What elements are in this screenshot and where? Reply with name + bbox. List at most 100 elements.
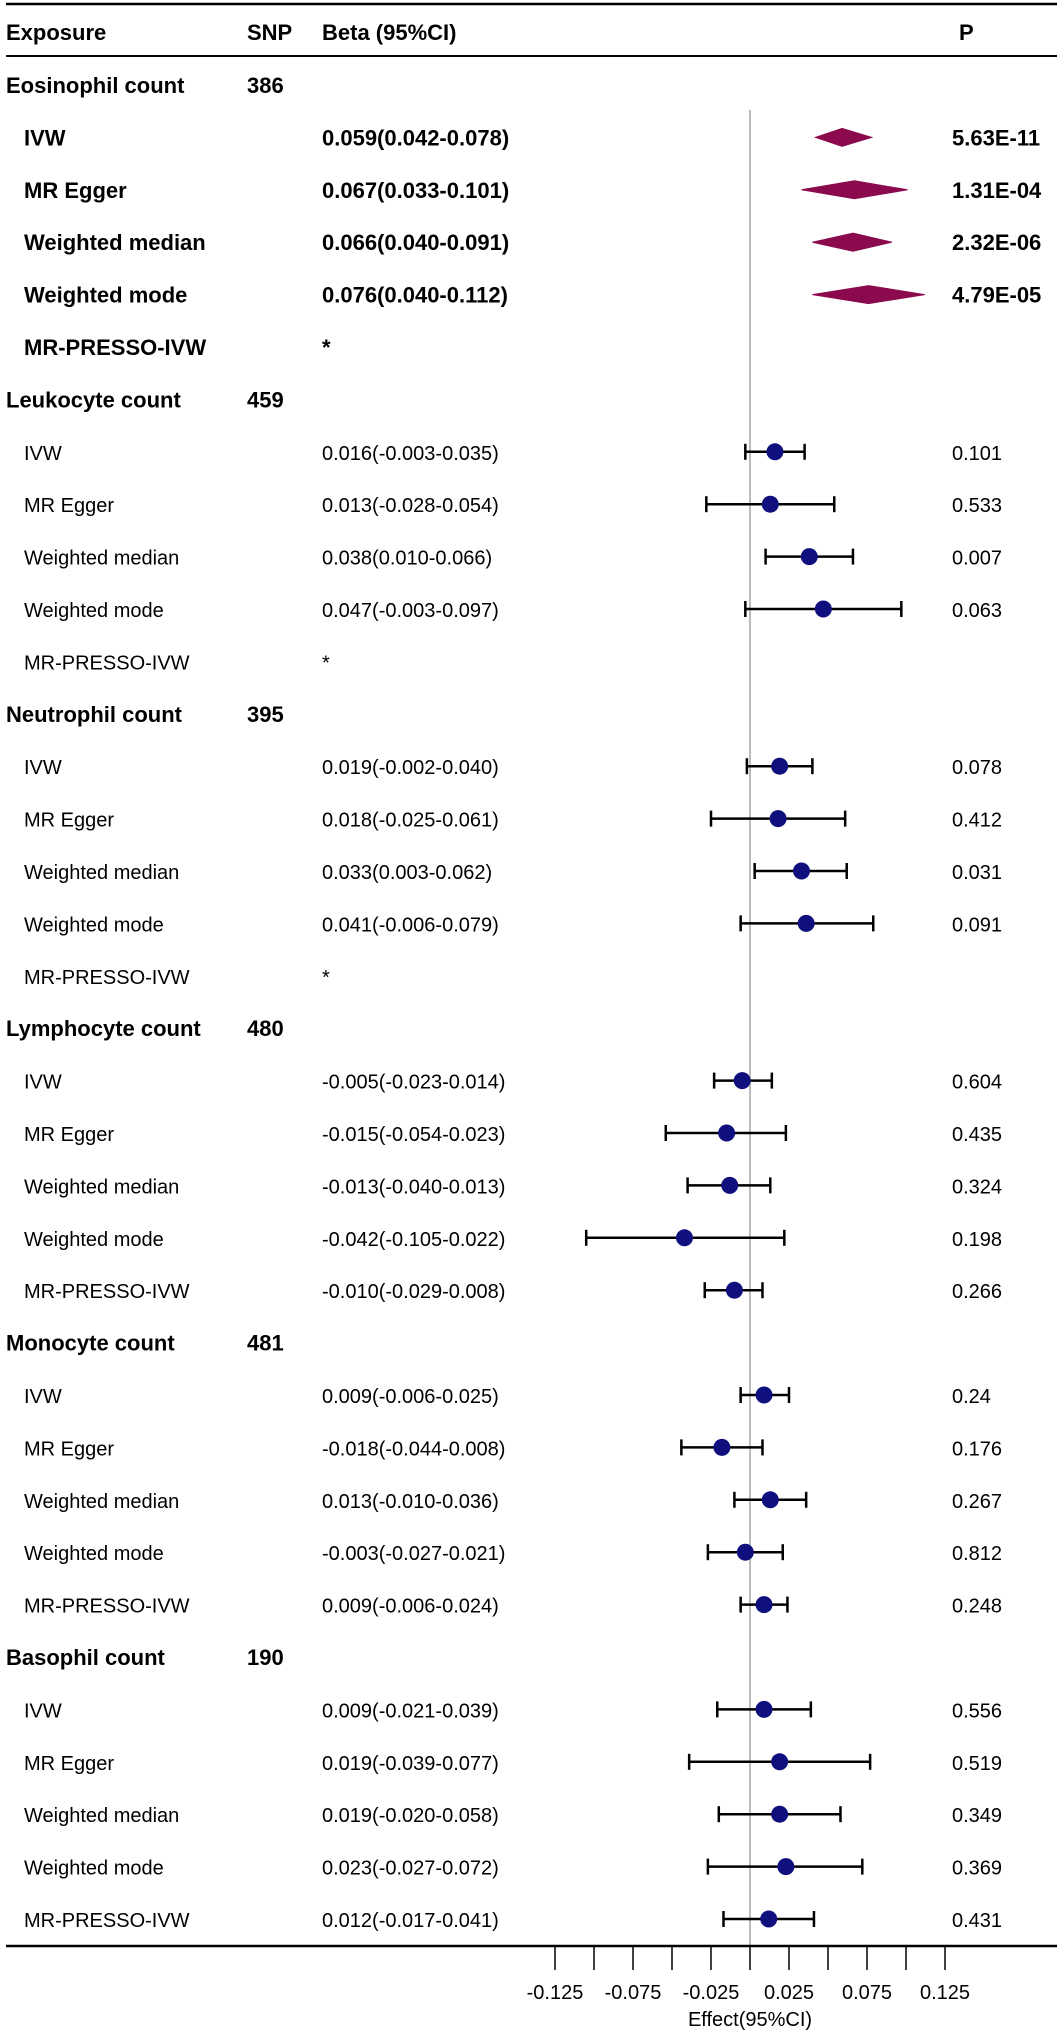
estimate-point bbox=[771, 1805, 789, 1823]
p-value-label: 0.435 bbox=[952, 1124, 1002, 1146]
beta-ci-label: 0.038(0.010-0.066) bbox=[322, 548, 492, 570]
method-label: Weighted median bbox=[24, 548, 179, 570]
estimate-point bbox=[736, 1543, 754, 1561]
method-label: Weighted median bbox=[24, 862, 179, 884]
p-value-label: 0.091 bbox=[952, 914, 1002, 936]
method-label: MR Egger bbox=[24, 1753, 114, 1775]
group-snp: 190 bbox=[247, 1645, 284, 1670]
beta-ci-label: 0.013(-0.010-0.036) bbox=[322, 1491, 499, 1513]
estimate-point bbox=[675, 1229, 693, 1247]
method-label: Weighted mode bbox=[24, 1229, 164, 1251]
p-value-label: 0.176 bbox=[952, 1438, 1002, 1460]
beta-ci-label: 0.013(-0.028-0.054) bbox=[322, 495, 499, 517]
header-beta: Beta (95%CI) bbox=[322, 20, 456, 45]
method-label: Weighted median bbox=[24, 1805, 179, 1827]
method-label: Weighted mode bbox=[24, 1543, 164, 1565]
p-value-label: 0.063 bbox=[952, 600, 1002, 622]
estimate-point bbox=[771, 1753, 789, 1771]
x-tick-label: -0.025 bbox=[683, 1982, 740, 2004]
estimate-point bbox=[721, 1176, 739, 1194]
beta-ci-label: -0.015(-0.054-0.023) bbox=[322, 1124, 505, 1146]
beta-ci-label: 0.023(-0.027-0.072) bbox=[322, 1858, 499, 1880]
estimate-point bbox=[733, 1072, 751, 1090]
method-label: MR-PRESSO-IVW bbox=[24, 1281, 190, 1303]
p-value-label: 0.604 bbox=[952, 1072, 1002, 1094]
beta-ci-label: * bbox=[322, 967, 330, 989]
method-label: MR-PRESSO-IVW bbox=[24, 1910, 190, 1932]
method-label: Weighted median bbox=[24, 1491, 179, 1513]
p-value-label: 0.431 bbox=[952, 1910, 1002, 1932]
p-value-label: 4.79E-05 bbox=[952, 283, 1041, 308]
p-value-label: 0.007 bbox=[952, 548, 1002, 570]
p-value-label: 0.24 bbox=[952, 1386, 991, 1408]
p-value-label: 0.812 bbox=[952, 1543, 1002, 1565]
beta-ci-label: 0.019(-0.020-0.058) bbox=[322, 1805, 499, 1827]
beta-ci-label: 0.019(-0.039-0.077) bbox=[322, 1753, 499, 1775]
x-tick-label: 0.075 bbox=[842, 1982, 892, 2004]
method-label: MR Egger bbox=[24, 495, 114, 517]
estimate-point bbox=[761, 1491, 779, 1509]
beta-ci-label: 0.076(0.040-0.112) bbox=[322, 283, 508, 308]
p-value-label: 1.31E-04 bbox=[952, 178, 1042, 203]
estimate-point bbox=[769, 810, 787, 828]
p-value-label: 0.248 bbox=[952, 1596, 1002, 1618]
group-snp: 481 bbox=[247, 1331, 284, 1356]
estimate-point bbox=[766, 443, 784, 461]
estimate-point bbox=[760, 1910, 778, 1928]
method-label: IVW bbox=[24, 125, 66, 150]
x-tick-label: -0.125 bbox=[527, 1982, 584, 2004]
estimate-point bbox=[761, 495, 779, 513]
group-snp: 459 bbox=[247, 387, 284, 412]
beta-ci-label: * bbox=[322, 652, 330, 674]
p-value-label: 2.32E-06 bbox=[952, 230, 1041, 255]
p-value-label: 0.078 bbox=[952, 757, 1002, 779]
p-value-label: 0.556 bbox=[952, 1700, 1002, 1722]
beta-ci-label: -0.018(-0.044-0.008) bbox=[322, 1438, 505, 1460]
estimate-diamond bbox=[812, 232, 893, 252]
header-snp: SNP bbox=[247, 20, 292, 45]
p-value-label: 0.266 bbox=[952, 1281, 1002, 1303]
method-label: MR Egger bbox=[24, 178, 127, 203]
estimate-point bbox=[755, 1700, 773, 1718]
beta-ci-label: -0.042(-0.105-0.022) bbox=[322, 1229, 505, 1251]
beta-ci-label: 0.009(-0.021-0.039) bbox=[322, 1700, 499, 1722]
p-value-label: 0.533 bbox=[952, 495, 1002, 517]
method-label: Weighted mode bbox=[24, 914, 164, 936]
beta-ci-label: 0.066(0.040-0.091) bbox=[322, 230, 509, 255]
method-label: MR-PRESSO-IVW bbox=[24, 967, 190, 989]
estimate-diamond bbox=[813, 127, 874, 147]
method-label: IVW bbox=[24, 1386, 62, 1408]
p-value-label: 0.267 bbox=[952, 1491, 1002, 1513]
beta-ci-label: 0.067(0.033-0.101) bbox=[322, 178, 509, 203]
method-label: Weighted mode bbox=[24, 600, 164, 622]
beta-ci-label: -0.003(-0.027-0.021) bbox=[322, 1543, 505, 1565]
estimate-point bbox=[755, 1596, 773, 1614]
x-axis: -0.125 -0.075 -0.025 0.025 0.075 0.125 bbox=[527, 1946, 970, 2004]
group-label: Eosinophil count bbox=[6, 73, 185, 98]
estimate-diamond bbox=[812, 285, 925, 305]
header-p: P bbox=[959, 20, 974, 45]
estimate-diamond bbox=[801, 180, 908, 200]
p-value-label: 5.63E-11 bbox=[952, 125, 1040, 150]
method-label: Weighted mode bbox=[24, 283, 187, 308]
beta-ci-label: 0.047(-0.003-0.097) bbox=[322, 600, 499, 622]
beta-ci-label: 0.009(-0.006-0.025) bbox=[322, 1386, 499, 1408]
beta-ci-label: 0.019(-0.002-0.040) bbox=[322, 757, 499, 779]
beta-ci-label: 0.018(-0.025-0.061) bbox=[322, 810, 499, 832]
method-label: MR Egger bbox=[24, 810, 114, 832]
group-label: Neutrophil count bbox=[6, 702, 183, 727]
x-tick-label: -0.075 bbox=[605, 1982, 662, 2004]
beta-ci-label: -0.005(-0.023-0.014) bbox=[322, 1072, 505, 1094]
beta-ci-label: 0.033(0.003-0.062) bbox=[322, 862, 492, 884]
method-label: Weighted median bbox=[24, 1176, 179, 1198]
method-label: Weighted mode bbox=[24, 1858, 164, 1880]
p-value-label: 0.031 bbox=[952, 862, 1002, 884]
group-snp: 386 bbox=[247, 73, 284, 98]
group-label: Monocyte count bbox=[6, 1331, 175, 1356]
p-value-label: 0.324 bbox=[952, 1176, 1002, 1198]
method-label: MR-PRESSO-IVW bbox=[24, 1596, 190, 1618]
p-value-label: 0.412 bbox=[952, 810, 1002, 832]
estimate-point bbox=[800, 548, 818, 566]
p-value-label: 0.369 bbox=[952, 1858, 1002, 1880]
method-label: MR-PRESSO-IVW bbox=[24, 652, 190, 674]
